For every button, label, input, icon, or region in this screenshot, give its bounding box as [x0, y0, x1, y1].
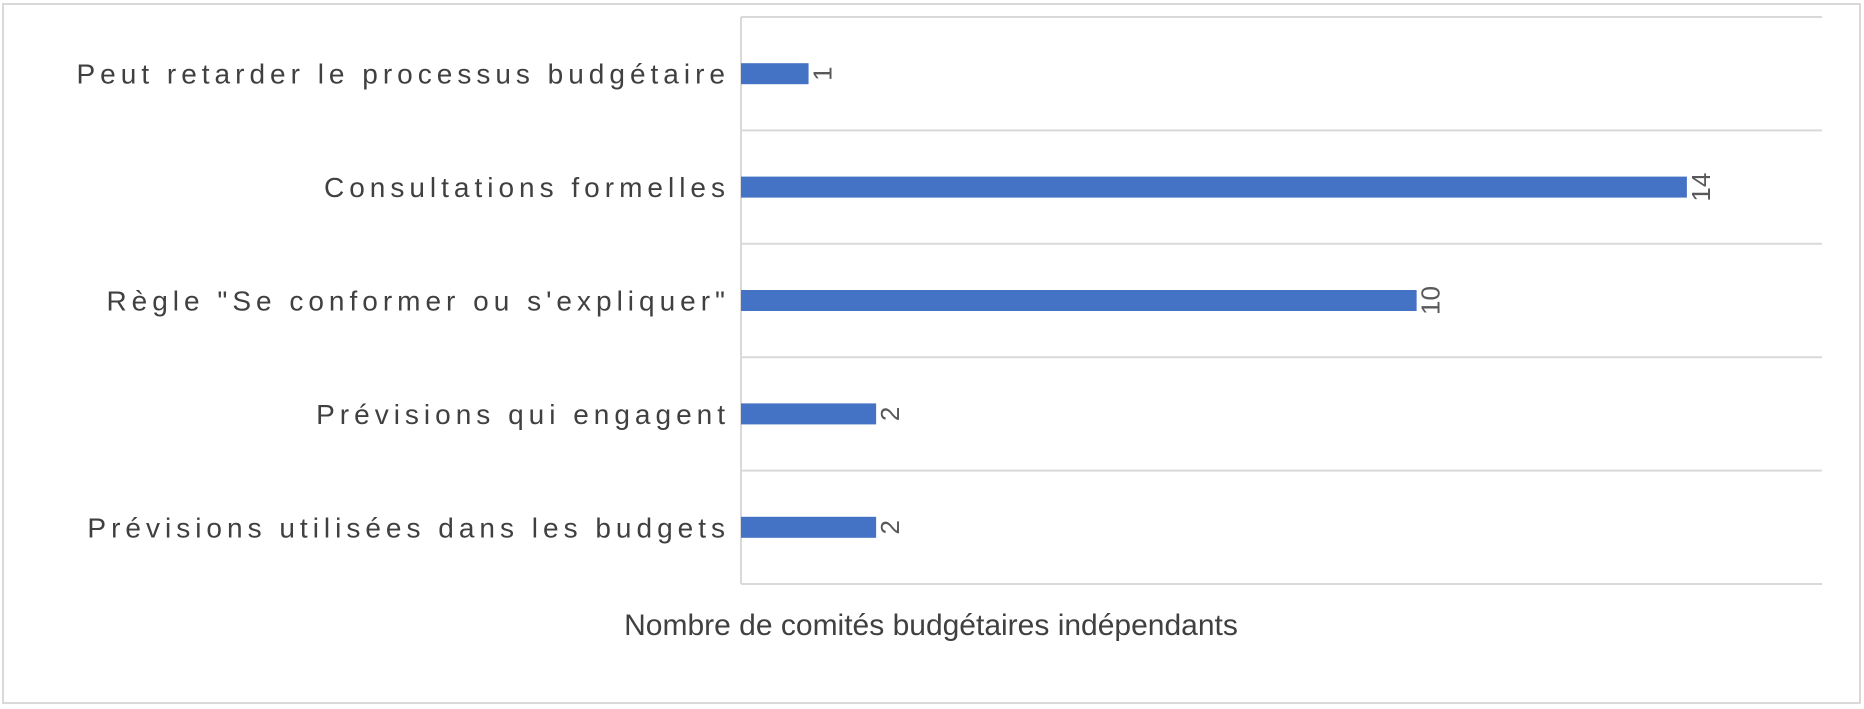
category-label: Règle "Se conformer ou s'expliquer" [106, 286, 730, 317]
chart-frame [2, 3, 1861, 704]
bar [741, 516, 877, 538]
bar [741, 290, 1417, 311]
bar [741, 63, 809, 85]
data-label: 2 [875, 407, 905, 421]
data-label: 1 [808, 66, 838, 80]
grid-lines [741, 16, 1822, 585]
bar [741, 176, 1687, 198]
bars [741, 63, 1687, 538]
data-label: 2 [875, 520, 905, 534]
category-label: Prévisions utilisées dans les budgets [87, 512, 730, 543]
bar [741, 403, 877, 425]
category-label: Peut retarder le processus budgétaire [77, 59, 731, 90]
x-axis-title: Nombre de comités budgétaires indépendan… [624, 609, 1238, 642]
data-label: 14 [1686, 173, 1716, 202]
category-label: Consultations formelles [324, 172, 730, 203]
data-label: 10 [1416, 286, 1446, 315]
category-label: Prévisions qui engagent [316, 399, 730, 430]
data-labels: 1 14 10 2 2 [808, 66, 1716, 534]
category-labels: Peut retarder le processus budgétaire Con… [77, 59, 731, 544]
